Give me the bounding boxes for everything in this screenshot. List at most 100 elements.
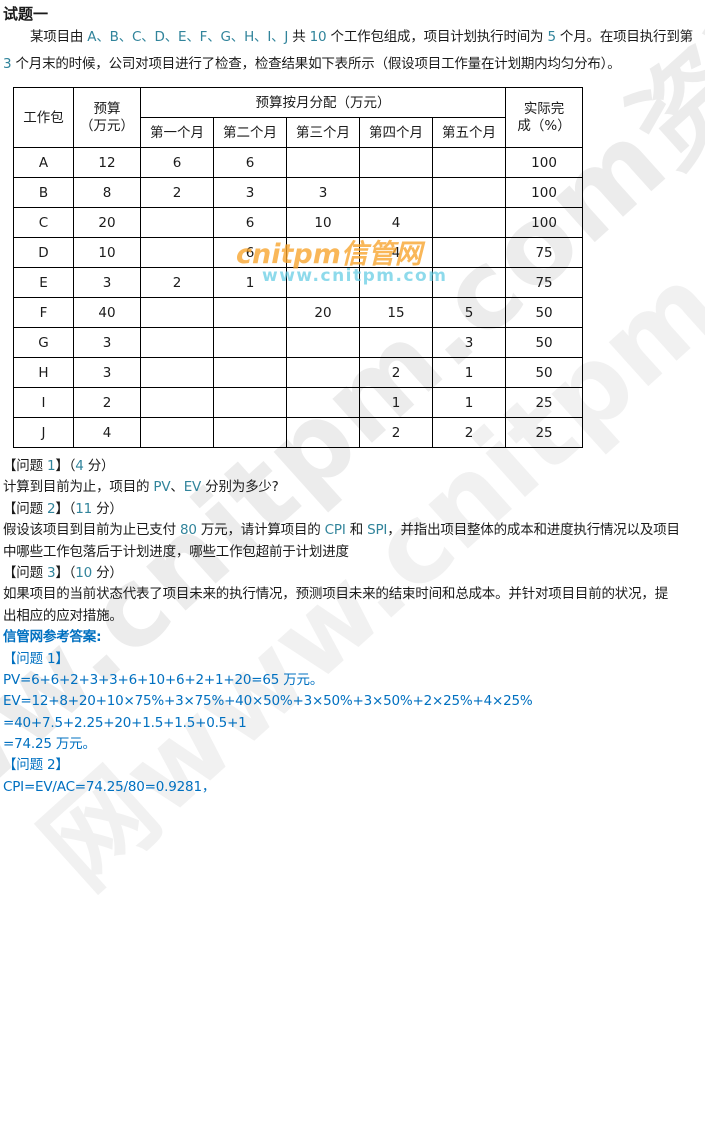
table-cell bbox=[286, 147, 360, 178]
table-cell: 3 bbox=[213, 177, 287, 208]
table-cell: 2 bbox=[140, 267, 214, 298]
table-cell: 12 bbox=[73, 147, 141, 178]
text-segment: A、B、C、D、E、F、G、H、I、J bbox=[87, 29, 289, 45]
text-segment: 某项目由 bbox=[30, 29, 88, 45]
table-cell bbox=[140, 387, 214, 418]
intro-line: 3 个月末的时候，公司对项目进行了检查，检查结果如下表所示（假设项目工作量在计划… bbox=[3, 51, 705, 78]
text-segment: 10 bbox=[309, 29, 327, 45]
table-cell bbox=[213, 417, 287, 448]
text-segment: 3 bbox=[3, 56, 12, 72]
text-segment: 如果项目的当前状态代表了项目未来的执行情况，预测项目未来的结束时间和总成本。并针… bbox=[3, 586, 668, 603]
text-segment: 4 bbox=[75, 458, 84, 474]
table-cell: 6 bbox=[140, 147, 214, 178]
col-header-budget-line1: 预算 bbox=[93, 100, 121, 117]
table-cell: 20 bbox=[73, 207, 141, 238]
text-segment: 个月。在项目执行到第 bbox=[555, 29, 693, 45]
table-cell: 3 bbox=[73, 267, 141, 298]
col-header-actual: 实际完 成（%） bbox=[505, 87, 584, 148]
table-cell: J bbox=[13, 417, 74, 448]
table-cell bbox=[286, 267, 360, 298]
table-cell bbox=[359, 147, 433, 178]
table-cell bbox=[140, 327, 214, 358]
table-header-row: 工作包 预算 （万元） 预算按月分配（万元） 实际完 成（%） bbox=[13, 87, 584, 148]
table-cell: B bbox=[13, 177, 74, 208]
col-header-month-2: 第二个月 bbox=[213, 117, 287, 148]
table-cell: 6 bbox=[213, 147, 287, 178]
text-segment: CPI bbox=[324, 522, 346, 539]
table-cell: 50 bbox=[505, 297, 584, 328]
answer-ev-result: =74.25 万元。 bbox=[3, 736, 96, 753]
text-segment: 分） bbox=[92, 500, 123, 517]
site-watermark: cnitpm信管网 www.cnitpm.com bbox=[236, 241, 447, 285]
table-cell bbox=[213, 327, 287, 358]
table-cell: 3 bbox=[431, 327, 507, 358]
answer-q1-label: 【问题 1】 bbox=[3, 650, 69, 667]
table-cell: 25 bbox=[505, 417, 584, 448]
table-cell bbox=[286, 387, 360, 418]
answer-pv-formula: PV=6+6+2+3+3+6+10+6+2+1+20=65 万元。 bbox=[3, 671, 324, 688]
table-row: F 40 20 15 5 50 bbox=[13, 297, 584, 328]
table-row: H 3 2 1 50 bbox=[13, 357, 584, 388]
col-header-month-1: 第一个月 bbox=[140, 117, 214, 148]
text-segment: 个月末的时候，公司对项目进行了检查，检查结果如下表所示（假设项目工作量在计划期内… bbox=[11, 56, 621, 72]
table-cell: 8 bbox=[73, 177, 141, 208]
table-cell bbox=[140, 357, 214, 388]
table-cell bbox=[359, 177, 433, 208]
question-1-heading: 【问题 1】（4 分） bbox=[3, 456, 705, 477]
question-1-text: 计算到目前为止，项目的 PV、EV 分别为多少? bbox=[3, 477, 705, 498]
answer-section-header: 信管网参考答案: bbox=[3, 629, 102, 646]
table-row: G 3 3 50 bbox=[13, 327, 584, 358]
question-2-text: 中哪些工作包落后于计划进度，哪些工作包超前于计划进度 bbox=[3, 542, 705, 563]
intro-paragraph: 某项目由 A、B、C、D、E、F、G、H、I、J 共 10 个工作包组成，项目计… bbox=[3, 24, 705, 78]
site-watermark-url: www.cnitpm.com bbox=[262, 266, 448, 286]
table-cell bbox=[140, 297, 214, 328]
table-cell bbox=[431, 177, 507, 208]
table-cell bbox=[140, 207, 214, 238]
text-segment: 和 bbox=[345, 522, 368, 539]
table-cell: 100 bbox=[505, 207, 584, 238]
text-segment: 个工作包组成，项目计划执行时间为 bbox=[326, 29, 548, 45]
text-segment: 分） bbox=[92, 564, 123, 581]
col-header-month-5: 第五个月 bbox=[431, 117, 507, 148]
text-segment: 【问题 bbox=[3, 500, 47, 517]
table-cell: 75 bbox=[505, 267, 584, 298]
text-segment: 分） bbox=[83, 458, 115, 474]
text-segment: 、 bbox=[170, 479, 184, 496]
col-header-actual-line1: 实际完 bbox=[523, 100, 565, 117]
table-cell: D bbox=[13, 237, 74, 268]
table-row: C 20 6 10 4 100 bbox=[13, 207, 584, 238]
table-cell: A bbox=[13, 147, 74, 178]
text-segment: 【问题 bbox=[3, 564, 47, 581]
table-row: I 2 1 1 25 bbox=[13, 387, 584, 418]
col-header-actual-line2: 成（%） bbox=[517, 117, 571, 134]
table-cell: 3 bbox=[286, 177, 360, 208]
table-cell: 2 bbox=[140, 177, 214, 208]
table-cell: 2 bbox=[431, 417, 507, 448]
table-cell: 25 bbox=[505, 387, 584, 418]
question-3-heading: 【问题 3】（10 分） bbox=[3, 563, 705, 584]
text-segment: 计算到目前为止，项目的 bbox=[3, 479, 154, 496]
text-segment: 5 bbox=[547, 29, 556, 45]
table-cell: I bbox=[13, 387, 74, 418]
site-watermark-brand: cnitpm信管网 bbox=[236, 239, 422, 270]
table-cell: 75 bbox=[505, 237, 584, 268]
text-segment: 分别为多少? bbox=[201, 479, 279, 496]
table-cell: 6 bbox=[213, 207, 287, 238]
table-row: A 12 6 6 100 bbox=[13, 147, 584, 178]
text-segment: 中哪些工作包落后于计划进度，哪些工作包超前于计划进度 bbox=[3, 543, 349, 560]
table-cell bbox=[359, 327, 433, 358]
intro-line: 某项目由 A、B、C、D、E、F、G、H、I、J 共 10 个工作包组成，项目计… bbox=[3, 24, 705, 51]
table-cell: 2 bbox=[73, 387, 141, 418]
table-cell bbox=[140, 417, 214, 448]
table-cell: 40 bbox=[73, 297, 141, 328]
table-cell: 15 bbox=[359, 297, 433, 328]
answer-ev-step: =40+7.5+2.25+20+1.5+1.5+0.5+1 bbox=[3, 714, 247, 731]
table-header: 工作包 预算 （万元） 预算按月分配（万元） 实际完 成（%） 第一个月 第二个… bbox=[13, 87, 584, 148]
table-cell bbox=[431, 147, 507, 178]
col-header-workpackage: 工作包 bbox=[13, 87, 74, 148]
page-title: 试题一 bbox=[3, 5, 49, 23]
table-cell: 1 bbox=[213, 267, 287, 298]
col-header-month-3: 第三个月 bbox=[286, 117, 360, 148]
text-segment: 出相应的应对措施。 bbox=[3, 607, 123, 624]
table-cell: 2 bbox=[359, 357, 433, 388]
